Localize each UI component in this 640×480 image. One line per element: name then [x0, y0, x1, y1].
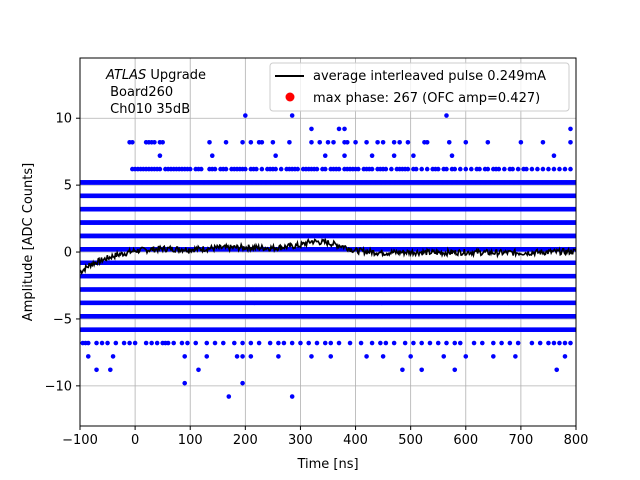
sample-point — [573, 327, 576, 332]
sample-point — [573, 313, 576, 319]
plot-area — [80, 113, 576, 399]
grid-lines — [79, 58, 577, 426]
